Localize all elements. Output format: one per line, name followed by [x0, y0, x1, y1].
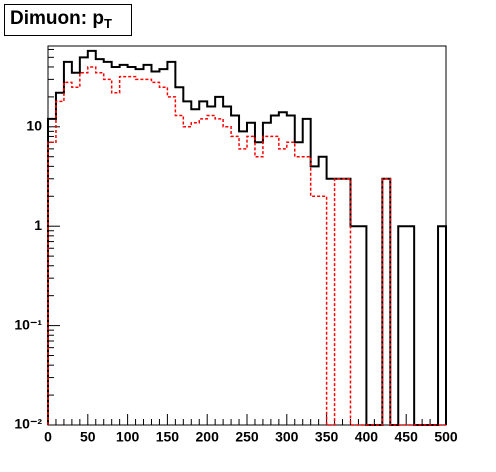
- histogram-line: [47, 49, 447, 426]
- title-text: Dimuon: p: [10, 8, 104, 29]
- title-box: [4, 4, 132, 36]
- x-tick-label: 300: [275, 429, 299, 445]
- y-tick-label: 1: [34, 217, 42, 233]
- x-tick-label: 50: [80, 429, 96, 445]
- x-tick-label: 250: [235, 429, 259, 445]
- x-tick-label: 0: [44, 429, 52, 445]
- title-subscript: T: [104, 16, 112, 31]
- x-tick-label: 100: [116, 429, 140, 445]
- histogram-line: [47, 66, 446, 426]
- y-tick-label: 10: [26, 118, 42, 134]
- x-tick-label: 350: [315, 429, 339, 445]
- x-tick-label: 400: [355, 429, 379, 445]
- y-tick-label: 10⁻²: [14, 416, 42, 432]
- x-tick-label: 150: [156, 429, 180, 445]
- chart-title: Dimuon: pT: [10, 8, 112, 31]
- x-tick-label: 200: [196, 429, 220, 445]
- x-tick-label: 500: [434, 429, 458, 445]
- x-tick-label: 450: [395, 429, 419, 445]
- y-tick-label: 10⁻¹: [14, 316, 42, 332]
